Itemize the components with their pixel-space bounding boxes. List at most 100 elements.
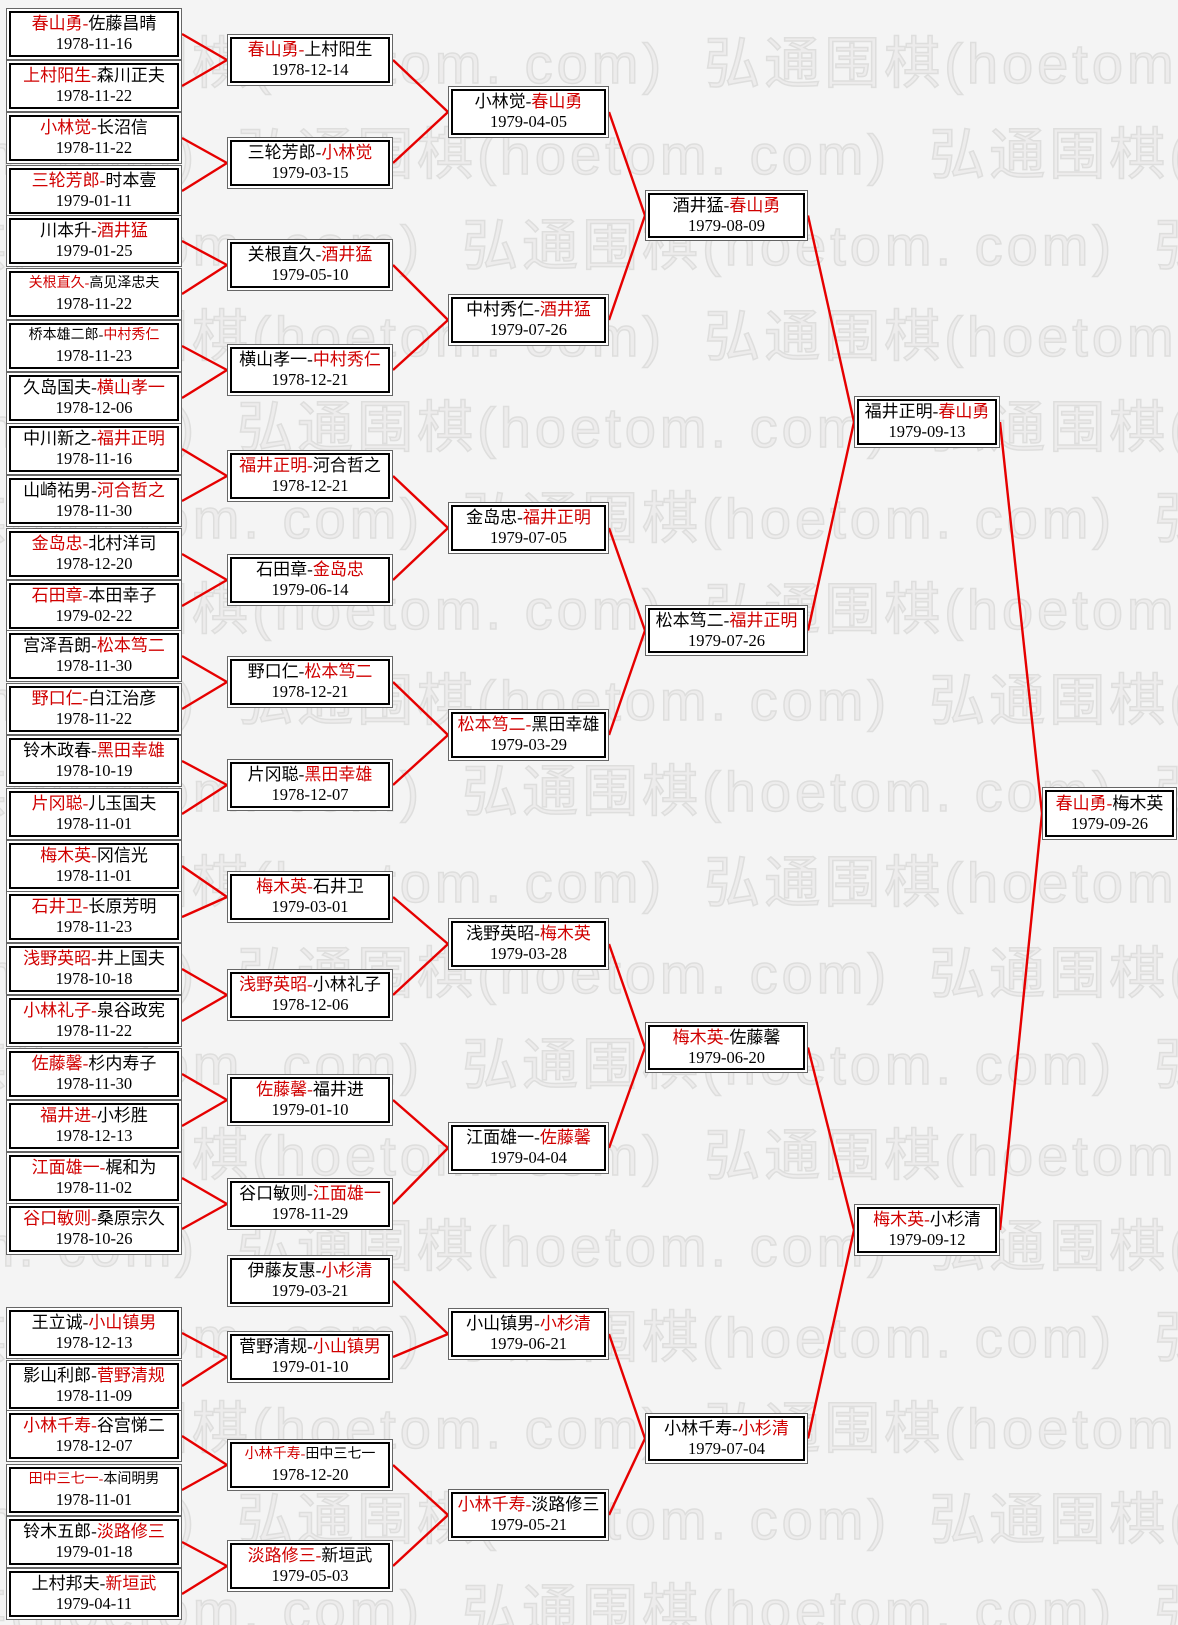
match-players: 铃木五郎-淡路修三 xyxy=(23,1522,165,1542)
player-1: 梅木英 xyxy=(256,877,308,896)
player-1: 梅木英 xyxy=(40,846,92,865)
connector-line xyxy=(607,943,647,1048)
match-players: 王立诚-小山镇男 xyxy=(32,1313,157,1333)
match-players: 佐藤馨-杉内寿子 xyxy=(32,1054,157,1074)
player-1: 上村阳生 xyxy=(23,66,92,85)
connector-line xyxy=(998,813,1044,1231)
match-date: 1979-05-03 xyxy=(271,1566,349,1585)
match-players: 酒井猛-春山勇 xyxy=(673,196,781,216)
vs-dash: - xyxy=(307,456,313,475)
vs-dash: - xyxy=(91,1209,97,1228)
match-date: 1979-06-20 xyxy=(688,1047,765,1067)
match-date: 1978-12-07 xyxy=(55,1436,133,1455)
player-1: 浅野英昭 xyxy=(466,924,535,943)
match-players: 梅木英-小杉清 xyxy=(873,1210,981,1230)
vs-dash: - xyxy=(298,765,305,784)
match-players: 野口仁-松本笃二 xyxy=(248,662,373,682)
vs-dash: - xyxy=(91,949,97,968)
player-2: 福井正明 xyxy=(96,429,165,448)
match-players: 田中三七一-本间明男 xyxy=(29,1470,160,1490)
match-players: 石井卫-长原芳明 xyxy=(32,897,157,917)
player-2: 泉谷政宪 xyxy=(96,1001,165,1020)
connector-line xyxy=(607,215,647,321)
match-box-round-2-2: 三轮芳郎-小林觉 1979-03-15 xyxy=(230,140,390,186)
match-box-round-1-10: 山崎祐男-河合哲之 1978-11-30 xyxy=(9,478,179,524)
connector-line xyxy=(607,111,647,216)
match-date: 1978-12-06 xyxy=(271,995,349,1014)
match-box-round-1-23: 江面雄一-梶和为 1978-11-02 xyxy=(9,1155,179,1201)
vs-dash: - xyxy=(91,741,97,760)
player-2: 小林觉 xyxy=(321,143,373,162)
match-box-round-1-13: 宫泽吾朗-松本笃二 1978-11-30 xyxy=(9,633,179,679)
vs-dash: - xyxy=(99,1574,106,1593)
player-2: 横山孝一 xyxy=(96,378,165,397)
connector-line xyxy=(392,734,449,786)
player-2: 高见泽忠夫 xyxy=(89,276,160,291)
player-2: 冈信光 xyxy=(96,846,148,865)
vs-dash: - xyxy=(315,1261,322,1280)
player-1: 浅野英昭 xyxy=(23,949,92,968)
match-box-semifinal-1: 福井正明-春山勇 1979-09-13 xyxy=(857,399,997,445)
match-players: 淡路修三-新垣武 xyxy=(248,1546,373,1566)
match-date: 1979-06-14 xyxy=(271,580,349,599)
connector-line xyxy=(181,263,228,296)
player-2: 上村阳生 xyxy=(304,40,373,59)
match-players: 上村邦夫-新垣武 xyxy=(32,1574,157,1594)
connector-line xyxy=(806,215,856,423)
match-players: 梅木英-石井卫 xyxy=(256,877,364,897)
vs-dash: - xyxy=(91,221,97,240)
player-2: 佐藤馨 xyxy=(729,1027,781,1047)
player-2: 本间明男 xyxy=(103,1472,160,1487)
match-players: 中川新之-福井正明 xyxy=(23,429,165,449)
match-players: 菅野清规-小山镇男 xyxy=(239,1337,381,1357)
player-2: 黑田幸雄 xyxy=(304,765,373,784)
connector-line xyxy=(806,1047,856,1231)
vs-dash: - xyxy=(932,402,939,421)
player-2: 酒井猛 xyxy=(321,245,373,264)
match-players: 福井进-小杉胜 xyxy=(40,1106,148,1126)
vs-dash: - xyxy=(307,877,313,896)
match-date: 1978-11-16 xyxy=(55,449,133,468)
connector-line xyxy=(806,1229,856,1439)
vs-dash: - xyxy=(517,508,523,527)
vs-dash: - xyxy=(723,195,730,215)
player-2: 小杉清 xyxy=(539,1314,591,1333)
connector-line xyxy=(181,783,228,816)
player-2: 福井正明 xyxy=(729,610,798,630)
connector-line xyxy=(607,1047,647,1149)
connector-line xyxy=(392,1332,449,1359)
match-players: 石田章-金岛忠 xyxy=(256,560,364,580)
player-2: 佐藤昌晴 xyxy=(88,14,157,33)
match-date: 1979-05-21 xyxy=(490,1515,567,1534)
match-box-round-2-1: 春山勇-上村阳生 1978-12-14 xyxy=(230,37,390,83)
match-players: 谷口敏则-桑原宗久 xyxy=(23,1209,165,1229)
player-1: 谷口敏则 xyxy=(23,1209,92,1228)
connector-line xyxy=(607,1437,647,1516)
vs-dash: - xyxy=(91,429,97,448)
match-box-round-2-4: 横山孝一-中村秀仁 1978-12-21 xyxy=(230,347,390,393)
player-2: 松本笃二 xyxy=(96,636,165,655)
connector-line xyxy=(181,1176,228,1206)
player-1: 江面雄一 xyxy=(466,1128,535,1147)
player-2: 菅野清规 xyxy=(96,1366,165,1385)
connector-line xyxy=(181,654,228,684)
match-players: 川本升-酒井猛 xyxy=(40,221,148,241)
connector-line xyxy=(392,1147,449,1205)
match-box-round-1-6: 关根直久-高见泽忠夫 1978-11-22 xyxy=(9,271,179,317)
match-date: 1979-05-10 xyxy=(271,265,349,284)
connector-line xyxy=(181,32,228,62)
vs-dash: - xyxy=(82,897,89,916)
match-box-round-3-5: 浅野英昭-梅木英 1979-03-28 xyxy=(451,921,606,967)
player-2: 本田幸子 xyxy=(88,586,157,605)
match-players: 伊藤友惠-小杉清 xyxy=(248,1261,373,1281)
vs-dash: - xyxy=(82,586,89,605)
player-2: 中村秀仁 xyxy=(312,350,381,369)
connector-line xyxy=(181,993,228,1023)
player-1: 佐藤馨 xyxy=(31,1054,83,1073)
vs-dash: - xyxy=(307,1080,313,1099)
player-2: 梅木英 xyxy=(1112,793,1164,813)
match-date: 1978-12-14 xyxy=(271,60,349,79)
player-1: 金岛忠 xyxy=(466,508,518,527)
match-date: 1979-03-28 xyxy=(490,944,567,963)
connector-line xyxy=(181,344,228,372)
